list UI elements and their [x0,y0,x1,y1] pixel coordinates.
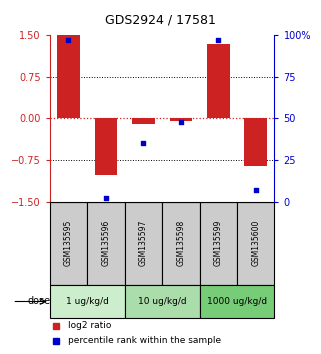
Text: GSM135600: GSM135600 [251,220,260,266]
Point [178,119,183,125]
Bar [95,119,117,175]
Point [66,38,71,43]
Point [103,195,108,201]
Text: 1 ug/kg/d: 1 ug/kg/d [66,297,108,306]
Bar [50,201,87,285]
Text: 1000 ug/kg/d: 1000 ug/kg/d [207,297,267,306]
Point [141,141,146,146]
Text: percentile rank within the sample: percentile rank within the sample [68,336,221,345]
Text: dose: dose [27,297,50,307]
Text: GSM135598: GSM135598 [176,220,185,266]
Bar [125,201,162,285]
Bar [132,119,155,124]
Bar [87,201,125,285]
Text: GSM135595: GSM135595 [64,220,73,266]
Point [216,38,221,43]
Bar [207,44,230,119]
Bar [57,35,80,119]
Bar [237,201,274,285]
Text: GDS2924 / 17581: GDS2924 / 17581 [105,13,216,27]
Point [253,187,258,193]
Text: GSM135599: GSM135599 [214,220,223,266]
Bar [245,119,267,166]
Bar [50,285,125,318]
Text: GSM135596: GSM135596 [101,220,110,266]
Bar [162,201,200,285]
Bar [169,119,192,121]
Text: GSM135597: GSM135597 [139,220,148,266]
Text: log2 ratio: log2 ratio [68,321,111,330]
Bar [200,285,274,318]
Bar [200,201,237,285]
Text: 10 ug/kg/d: 10 ug/kg/d [138,297,187,306]
Bar [125,285,200,318]
